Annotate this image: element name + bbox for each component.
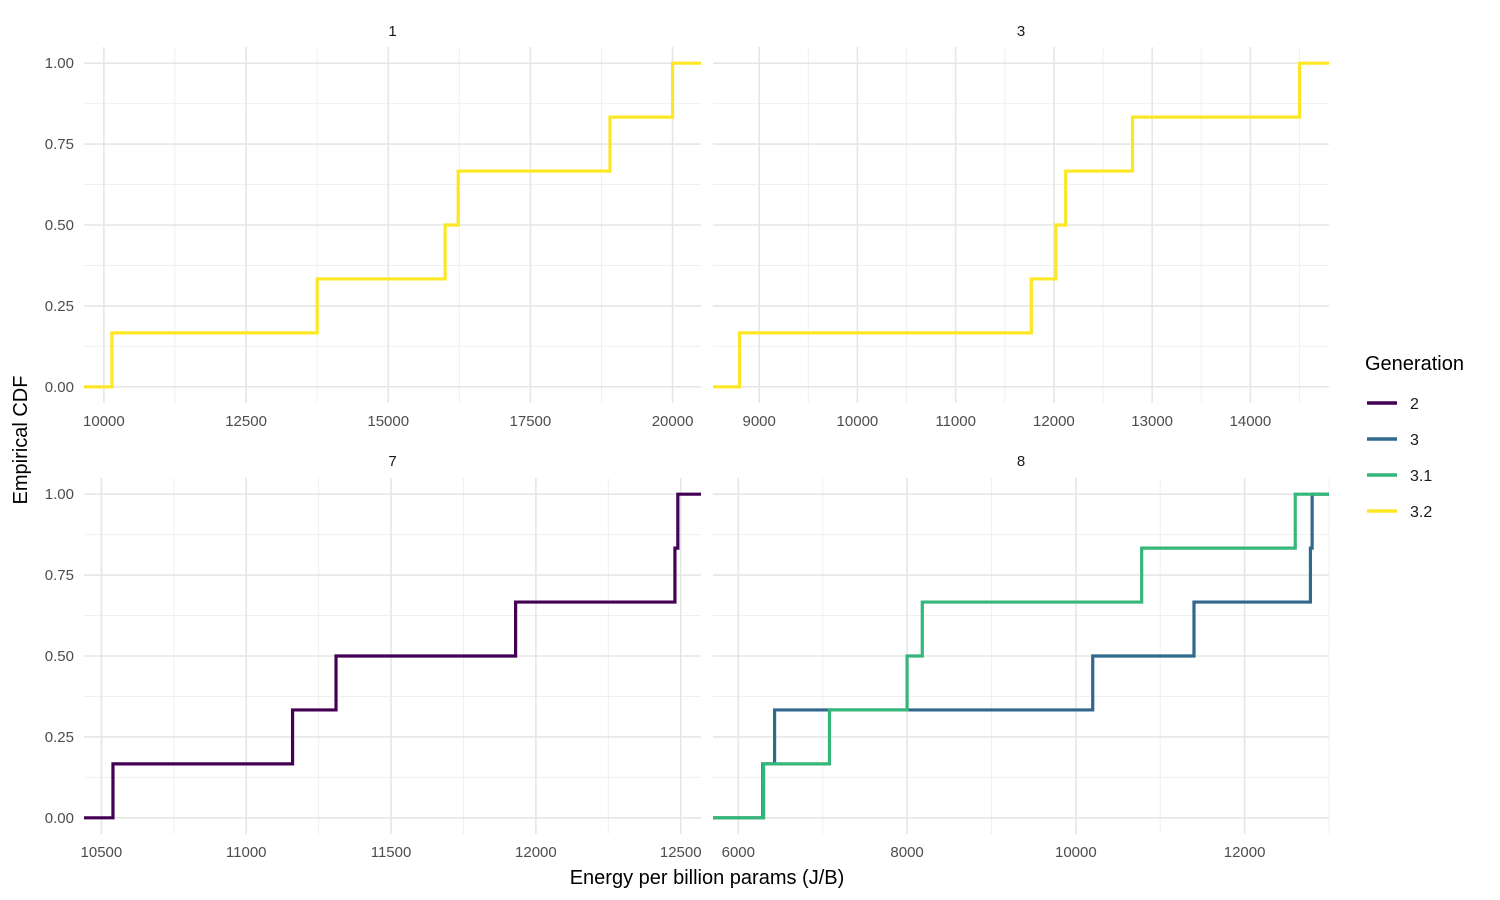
- ecdf-line-series-3.1: [713, 492, 1329, 820]
- x-axis-title: Energy per billion params (J/B): [570, 867, 845, 889]
- y-tick-label: 1.00: [45, 55, 74, 72]
- y-tick-label: 1.00: [45, 486, 74, 503]
- panel-8: 8 6000 8000 10000 12000: [713, 453, 1330, 861]
- x-tick-label: 20000: [652, 413, 694, 430]
- panel-7: 7 0.00 0.25 0.50 0.75 1.00 10500 11000 11500 1200…: [45, 453, 702, 861]
- legend-label-3.2: 3.2: [1410, 504, 1432, 521]
- y-tick-label: 0.50: [45, 648, 74, 665]
- facet-strip-label: 7: [388, 453, 396, 470]
- y-tick-label: 0.00: [45, 810, 74, 827]
- x-tick-label: 13000: [1131, 413, 1173, 430]
- ecdf-line-series-3.2: [84, 61, 701, 389]
- x-tick-label: 6000: [722, 844, 755, 861]
- legend-label-2: 2: [1410, 396, 1419, 413]
- y-tick-label: 0.75: [45, 567, 74, 584]
- x-tick-label: 11000: [935, 413, 976, 430]
- legend: Generation 2 3 3.1 3.2: [1365, 353, 1464, 521]
- panel-1: 1 0.00 0.25 0.50 0.75 1.00 10000 12500 15000 1750…: [45, 23, 701, 430]
- facet-strip-label: 3: [1017, 23, 1025, 40]
- x-tick-label: 12500: [225, 413, 267, 430]
- y-tick-label: 0.25: [45, 298, 74, 315]
- y-tick-label: 0.50: [45, 217, 74, 234]
- legend-title: Generation: [1365, 353, 1464, 375]
- x-tick-label: 8000: [890, 844, 923, 861]
- legend-label-3.1: 3.1: [1410, 468, 1432, 485]
- y-axis-title: Empirical CDF: [10, 376, 32, 505]
- legend-entries: 2 3 3.1 3.2: [1367, 396, 1432, 521]
- x-tick-label: 12500: [660, 844, 702, 861]
- x-tick-label: 10000: [83, 413, 125, 430]
- ecdf-line-series-3.2: [713, 61, 1329, 389]
- x-tick-label: 12000: [515, 844, 557, 861]
- ecdf-line-series-2: [84, 492, 701, 820]
- x-tick-label: 14000: [1230, 413, 1272, 430]
- panels-layer: 1 0.00 0.25 0.50 0.75 1.00 10000 12500 15000 1750…: [45, 23, 1330, 861]
- x-tick-label: 17500: [510, 413, 552, 430]
- facet-strip-label: 1: [388, 23, 396, 40]
- x-tick-label: 11000: [226, 844, 267, 861]
- x-tick-label: 15000: [367, 413, 409, 430]
- x-tick-label: 10000: [1055, 844, 1097, 861]
- y-tick-label: 0.75: [45, 136, 74, 153]
- legend-label-3: 3: [1410, 432, 1419, 449]
- facet-strip-label: 8: [1017, 453, 1025, 470]
- x-tick-label: 9000: [742, 413, 775, 430]
- x-tick-label: 12000: [1224, 844, 1266, 861]
- x-tick-label: 11500: [371, 844, 412, 861]
- x-tick-label: 10000: [837, 413, 879, 430]
- x-tick-label: 12000: [1033, 413, 1075, 430]
- y-tick-label: 0.25: [45, 729, 74, 746]
- x-tick-label: 10500: [81, 844, 123, 861]
- panel-3: 3 9000 10000 11000 12000 13000 14000: [713, 23, 1329, 430]
- y-tick-label: 0.00: [45, 379, 74, 396]
